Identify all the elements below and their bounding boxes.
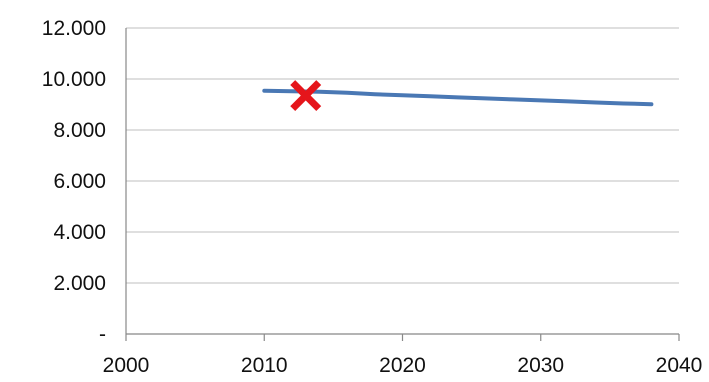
- x-tick-label: 2010: [241, 354, 288, 377]
- y-tick-label: 10.000: [42, 68, 106, 91]
- y-tick-label: 4.000: [53, 221, 106, 244]
- y-tick-label: 2.000: [53, 272, 106, 295]
- y-tick-label: 6.000: [53, 170, 106, 193]
- x-tick-label: 2000: [103, 354, 150, 377]
- x-tick-label: 2030: [517, 354, 564, 377]
- x-tick-labels: 2000 2010 2020 2030 2040: [103, 354, 703, 377]
- gridlines: [126, 27, 679, 284]
- axes: [125, 28, 680, 341]
- series: [262, 80, 654, 112]
- y-tick-labels: - 2.000 4.000 6.000 8.000 10.000 12.000: [42, 17, 106, 346]
- x-marker: [290, 80, 322, 112]
- x-tick-label: 2040: [656, 354, 703, 377]
- series-line: [262, 88, 654, 107]
- y-tick-label: -: [99, 323, 106, 346]
- y-tick-label: 12.000: [42, 17, 106, 40]
- y-tick-label: 8.000: [53, 119, 106, 142]
- x-marker-stroke: [290, 80, 322, 112]
- x-tick-label: 2020: [379, 354, 426, 377]
